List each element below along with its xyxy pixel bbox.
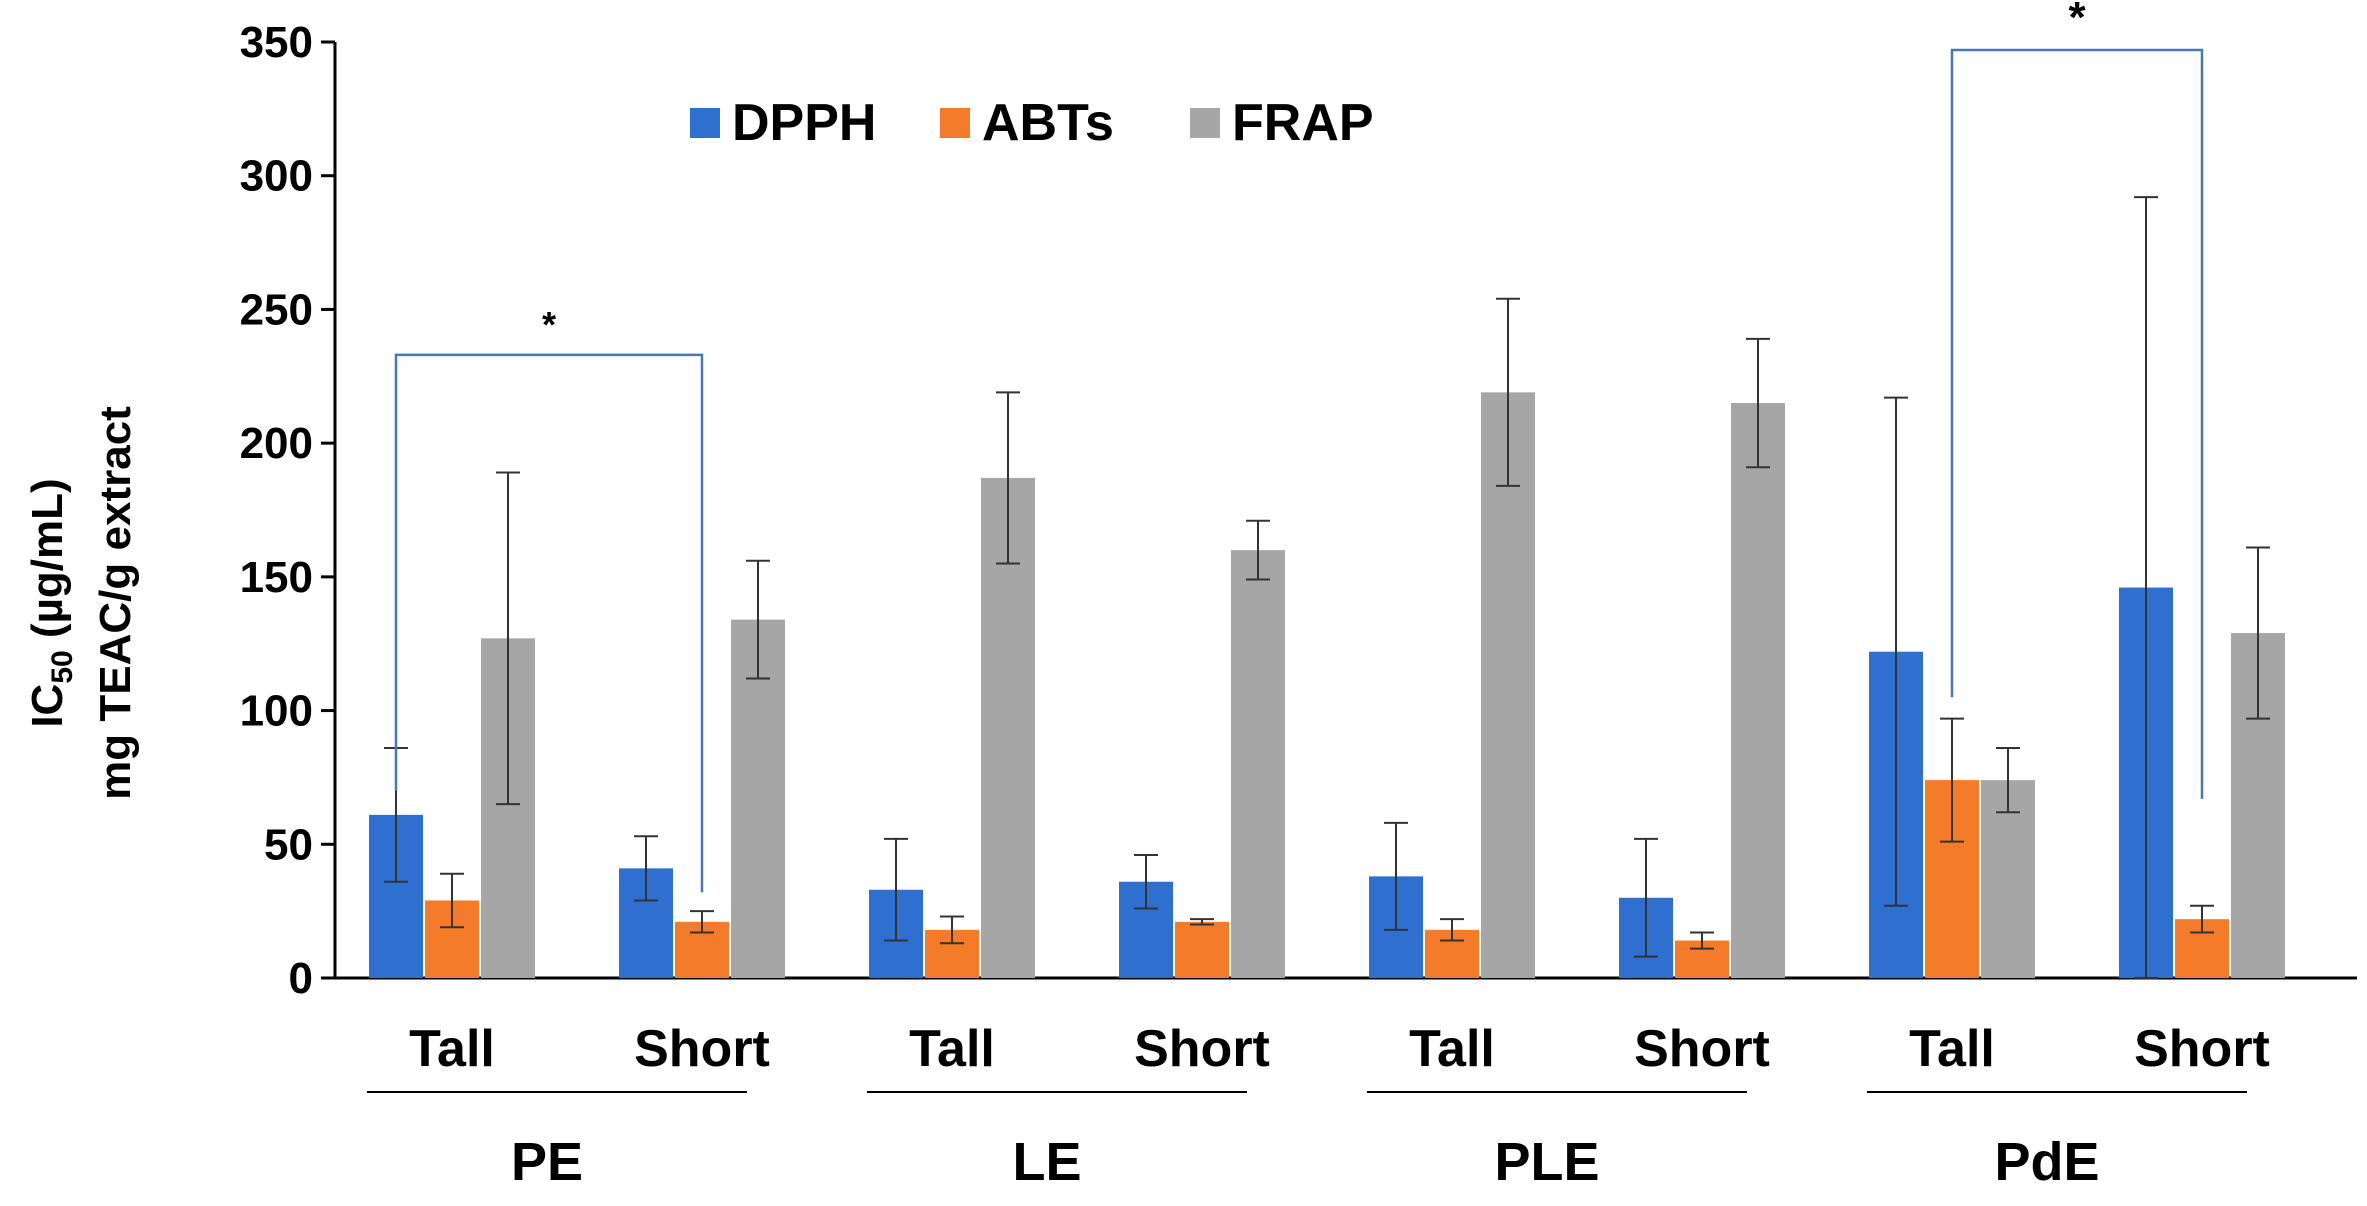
category-label: Short xyxy=(634,1020,770,1078)
y-tick-label: 300 xyxy=(240,152,313,201)
bar-frap xyxy=(1731,403,1785,978)
y-axis-label: IC50 (µg/mL) mg TEAC/g extract xyxy=(23,406,140,800)
significance-layer: ** xyxy=(394,0,2204,893)
ylabel-units: (µg/mL) xyxy=(23,478,72,650)
y-tick-label: 100 xyxy=(240,687,313,736)
y-tick-label: 250 xyxy=(240,285,313,334)
ylabel-ic: IC xyxy=(23,684,72,728)
group-label: PLE xyxy=(1494,1132,1599,1192)
y-tick-label: 50 xyxy=(264,820,313,869)
group-label: PdE xyxy=(1994,1132,2099,1192)
y-tick-label: 200 xyxy=(240,419,313,468)
significance-bracket xyxy=(1950,48,2204,799)
significance-bracket xyxy=(394,353,704,893)
legend-label-frap: FRAP xyxy=(1232,94,1374,152)
group-label: PE xyxy=(511,1132,583,1192)
category-label: Tall xyxy=(1909,1020,1995,1078)
ylabel-subscript: 50 xyxy=(46,650,79,683)
y-axis-label-line2: mg TEAC/g extract xyxy=(91,406,140,800)
y-tick-label: 0 xyxy=(289,954,313,1003)
y-tick-label: 350 xyxy=(240,18,313,67)
y-axis-label-line1: IC50 (µg/mL) xyxy=(23,478,79,727)
group-label: LE xyxy=(1012,1132,1081,1192)
category-label: Short xyxy=(1134,1020,1270,1078)
legend-swatch-frap xyxy=(1190,108,1220,138)
significance-star: * xyxy=(2068,0,2086,42)
legend-swatch-dpph xyxy=(690,108,720,138)
bars-layer xyxy=(369,392,2285,978)
legend-label-dpph: DPPH xyxy=(732,94,876,152)
bar-frap xyxy=(1481,392,1535,978)
category-label: Tall xyxy=(909,1020,995,1078)
category-label: Short xyxy=(1634,1020,1770,1078)
category-label: Tall xyxy=(409,1020,495,1078)
bar-abts xyxy=(1175,921,1229,978)
category-label: Tall xyxy=(1409,1020,1495,1078)
labels-layer: Tall Short Tall Short Tall Short Tall Short PE LE… xyxy=(367,1020,2270,1192)
category-label: Short xyxy=(2134,1020,2270,1078)
y-tick-label: 150 xyxy=(240,553,313,602)
legend-swatch-abts xyxy=(940,108,970,138)
legend-label-abts: ABTs xyxy=(982,94,1114,152)
axes-layer: 0 50 100 150 200 250 300 350 xyxy=(240,18,2357,1003)
legend: DPPH ABTs FRAP xyxy=(690,94,1374,152)
significance-star: * xyxy=(542,304,556,345)
bar-frap xyxy=(1231,550,1285,978)
